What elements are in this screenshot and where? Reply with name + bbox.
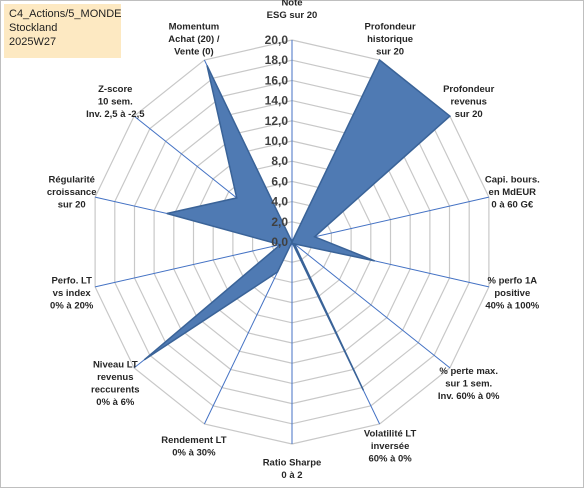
axis-label: Momentum Achat (20) / Vente (0): [168, 21, 220, 57]
axis-label: Z-score 10 sem. Inv. 2,5 à -2,5: [86, 84, 145, 120]
axis-label-line: croissance: [47, 187, 97, 198]
axis-label-line: en MdEUR: [489, 187, 537, 198]
tick-label: 10,0: [265, 134, 289, 148]
axis-label-line: historique: [367, 34, 413, 45]
axis-label-line: Inv. 2,5 à -2,5: [86, 109, 145, 120]
axis-label-line: 40% à 100%: [485, 300, 539, 311]
tick-label: 6,0: [271, 174, 288, 188]
axis-label-line: sur 20: [455, 109, 483, 120]
tick-label: 16,0: [265, 73, 289, 87]
axis-label-line: Note: [281, 0, 302, 8]
info-week: 2025W27: [9, 36, 57, 48]
axis-label-line: positive: [494, 288, 530, 299]
axis-label-line: % perfo 1A: [487, 275, 537, 286]
tick-label: 8,0: [271, 154, 288, 168]
axis-label-line: Achat (20) /: [168, 34, 220, 45]
axis-label-line: 0 à 60 G€: [491, 200, 533, 211]
axis-label-line: 0% à 20%: [50, 300, 94, 311]
axis-label-line: vs index: [53, 288, 92, 299]
axis-label: Profondeur revenus sur 20: [443, 84, 494, 120]
axis-label-line: Z-score: [98, 84, 132, 95]
axis-label-line: 0 à 2: [281, 470, 302, 481]
axis-label-line: 10 sem.: [98, 97, 133, 108]
axis-label-line: sur 20: [58, 200, 86, 211]
tick-label: 20,0: [265, 33, 289, 47]
axis-label-line: revenus: [450, 97, 486, 108]
axis-label-line: Perfo. LT: [51, 275, 92, 286]
axis-label-line: Profondeur: [364, 21, 415, 32]
axis-label: Perfo. LT vs index 0% à 20%: [50, 275, 94, 311]
axis-label-line: inversée: [371, 441, 410, 452]
axis-label-line: 0% à 30%: [172, 447, 216, 458]
axis-label: Profondeur historique sur 20: [364, 21, 415, 57]
axis-label-line: ESG sur 20: [267, 10, 318, 21]
axis-label-line: 60% à 0%: [368, 454, 412, 465]
axis-label-line: Ratio Sharpe: [263, 457, 322, 468]
axis-label: % perte max. sur 1 sem. Inv. 60% à 0%: [438, 366, 500, 402]
axis-label-line: % perte max.: [439, 366, 498, 377]
axis-label-line: Vente (0): [174, 46, 214, 57]
axis-label: Rendement LT 0% à 30%: [161, 435, 226, 459]
axis-label-line: revenus: [97, 372, 133, 383]
axis-label-line: Rendement LT: [161, 435, 226, 446]
axis-label-line: Niveau LT: [93, 360, 138, 371]
axis-label: Note ESG sur 20: [267, 0, 318, 21]
info-company: Stockland: [9, 22, 58, 34]
data-area: [143, 58, 452, 391]
axis-label: Régularité croissance sur 20: [47, 175, 97, 211]
axis-label-line: Volatilité LT: [364, 429, 417, 440]
axis-label: Ratio Sharpe 0 à 2: [263, 457, 322, 481]
axis-label-line: 0% à 6%: [96, 397, 135, 408]
axis-label: % perfo 1A positive 40% à 100%: [485, 275, 539, 311]
axis-label-line: Capi. bours.: [485, 175, 540, 186]
axis-label-line: sur 1 sem.: [445, 378, 492, 389]
axis-spoke: [291, 196, 490, 243]
info-box: C4_Actions/5_MONDE Stockland 2025W27: [4, 4, 122, 58]
info-portfolio: C4_Actions/5_MONDE: [9, 8, 122, 20]
tick-label: 12,0: [265, 114, 289, 128]
axis-label-line: Régularité: [48, 175, 94, 186]
axis-label-line: Momentum: [169, 21, 220, 32]
tick-label: 14,0: [265, 94, 289, 108]
axis-label: Volatilité LT inversée 60% à 0%: [364, 429, 417, 465]
axis-spoke: [291, 241, 451, 369]
tick-label: 2,0: [271, 215, 288, 229]
axis-label-line: Profondeur: [443, 84, 494, 95]
axis-label-line: sur 20: [376, 46, 404, 57]
axis-label-line: Inv. 60% à 0%: [438, 391, 500, 402]
axis-label: Capi. bours. en MdEUR 0 à 60 G€: [485, 175, 540, 211]
axis-label: Niveau LT revenus reccurents 0% à 6%: [91, 360, 140, 409]
tick-label: 0,0: [271, 235, 288, 249]
tick-label: 4,0: [271, 195, 288, 209]
axis-spoke: [94, 241, 293, 288]
tick-label: 18,0: [265, 53, 289, 67]
axis-label-line: reccurents: [91, 385, 140, 396]
